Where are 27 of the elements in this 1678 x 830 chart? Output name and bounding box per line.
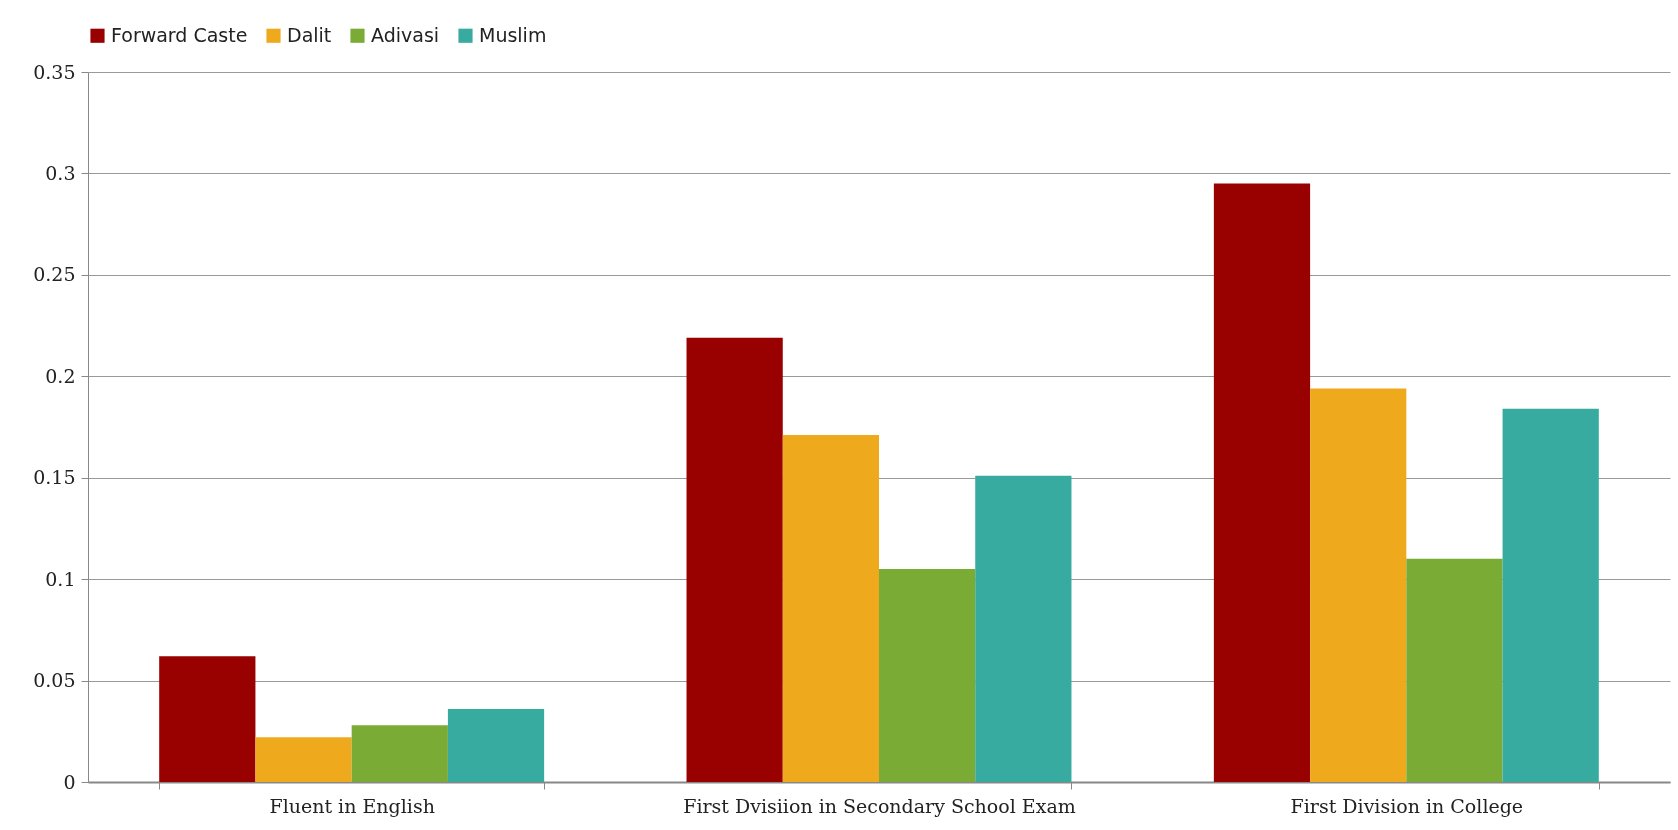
bar	[351, 725, 448, 782]
legend-label: Adivasi	[371, 23, 440, 46]
y-tick-label: 0.3	[45, 161, 76, 184]
bar	[159, 656, 256, 782]
bar	[686, 337, 783, 782]
x-tick-label: Fluent in English	[269, 794, 435, 817]
bar	[1213, 183, 1311, 782]
y-tick-label: 0	[63, 770, 76, 793]
bar	[1310, 388, 1407, 782]
bar	[1406, 558, 1503, 782]
x-tick-label: First Division in College	[1290, 794, 1524, 817]
legend-label: Dalit	[287, 23, 332, 46]
bar	[782, 435, 879, 782]
y-tick-label: 0.05	[33, 669, 76, 692]
legend-label: Muslim	[479, 23, 547, 46]
bar	[975, 475, 1072, 782]
y-tick-label: 0.35	[33, 60, 76, 83]
y-tick-label: 0.15	[33, 466, 76, 489]
x-tick-label: First Dvisiion in Secondary School Exam	[683, 794, 1076, 817]
bar	[1502, 408, 1599, 782]
bar	[255, 737, 352, 782]
y-tick-label: 0.1	[45, 567, 76, 590]
legend-label: Forward Caste	[111, 23, 248, 46]
bar	[447, 708, 545, 782]
y-tick-label: 0.25	[33, 263, 76, 286]
bar	[879, 569, 976, 782]
y-tick-label: 0.2	[45, 364, 76, 387]
